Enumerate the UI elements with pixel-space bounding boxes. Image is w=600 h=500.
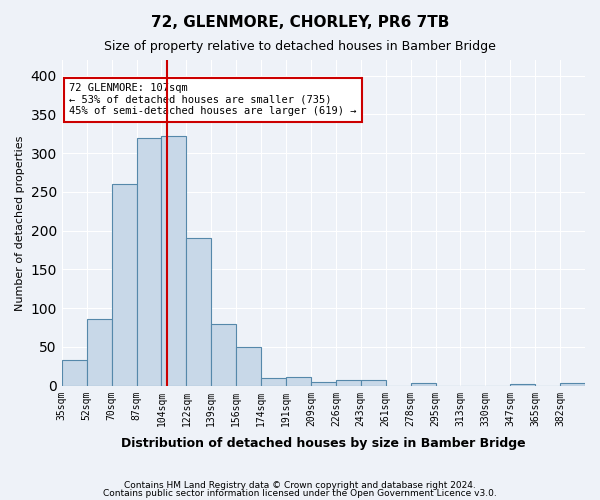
Bar — [161, 136, 187, 386]
Bar — [336, 380, 361, 386]
Text: Contains public sector information licensed under the Open Government Licence v3: Contains public sector information licen… — [103, 488, 497, 498]
Bar — [211, 324, 236, 386]
Text: Size of property relative to detached houses in Bamber Bridge: Size of property relative to detached ho… — [104, 40, 496, 53]
Text: Contains HM Land Registry data © Crown copyright and database right 2024.: Contains HM Land Registry data © Crown c… — [124, 481, 476, 490]
Bar — [87, 319, 112, 386]
Bar — [261, 378, 286, 386]
Bar — [286, 377, 311, 386]
Bar — [236, 347, 261, 386]
Bar — [112, 184, 137, 386]
Text: 72 GLENMORE: 107sqm
← 53% of detached houses are smaller (735)
45% of semi-detac: 72 GLENMORE: 107sqm ← 53% of detached ho… — [69, 84, 356, 116]
Bar — [560, 384, 585, 386]
Bar — [311, 382, 336, 386]
Bar — [361, 380, 386, 386]
Bar — [137, 138, 161, 386]
Bar — [410, 382, 436, 386]
Bar — [510, 384, 535, 386]
Y-axis label: Number of detached properties: Number of detached properties — [15, 135, 25, 310]
Text: 72, GLENMORE, CHORLEY, PR6 7TB: 72, GLENMORE, CHORLEY, PR6 7TB — [151, 15, 449, 30]
X-axis label: Distribution of detached houses by size in Bamber Bridge: Distribution of detached houses by size … — [121, 437, 526, 450]
Bar — [187, 238, 211, 386]
Bar — [62, 360, 87, 386]
